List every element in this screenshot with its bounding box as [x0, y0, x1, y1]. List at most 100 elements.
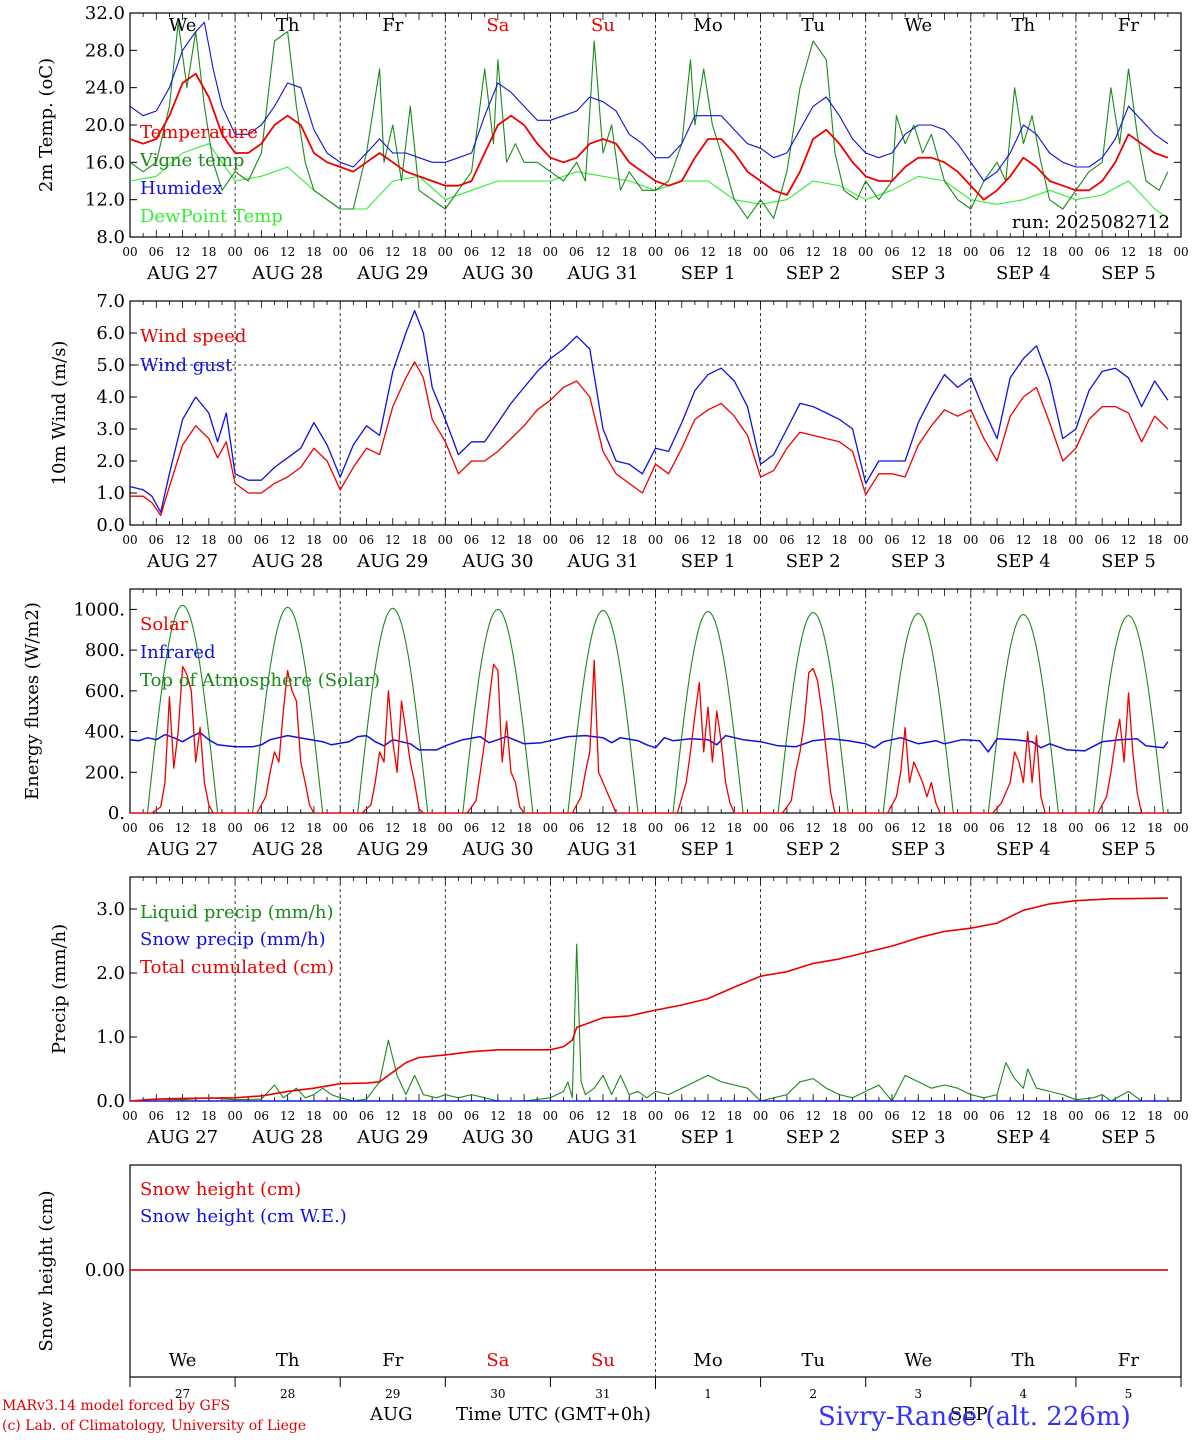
hour-tick-label: 18 [306, 1109, 321, 1123]
hour-tick-label: 18 [937, 533, 952, 547]
day-number-label: 27 [175, 1387, 190, 1401]
weekday-label: Th [276, 15, 300, 36]
hour-tick-label: 18 [727, 245, 742, 259]
date-label: AUG 29 [356, 263, 428, 284]
hour-tick-label: 12 [490, 1109, 505, 1123]
day-number-label: 3 [914, 1387, 922, 1401]
hour-tick-label: 00 [227, 533, 242, 547]
series-top-of-atmosphere-solar [130, 604, 1168, 814]
hour-tick-label: 00 [333, 533, 348, 547]
hour-tick-label: 18 [411, 533, 426, 547]
weekday-label: Su [591, 15, 615, 36]
hour-tick-label: 00 [227, 245, 242, 259]
hour-tick-label: 12 [280, 1109, 295, 1123]
day-number-label: 29 [385, 1387, 400, 1401]
hour-tick-label: 12 [1121, 245, 1136, 259]
y-tick-label: 0.0 [96, 515, 125, 536]
weekday-label: Th [1012, 15, 1036, 36]
date-label: AUG 30 [461, 1127, 533, 1148]
day-number-label: 2 [809, 1387, 817, 1401]
hour-tick-label: 12 [385, 1109, 400, 1123]
hour-tick-label: 12 [1016, 533, 1031, 547]
hour-tick-label: 00 [438, 533, 453, 547]
y-axis-label: 2m Temp. (oC) [36, 58, 57, 192]
y-tick-label: 2.0 [96, 963, 125, 984]
hour-tick-label: 06 [149, 1109, 164, 1123]
hour-tick-label: 18 [201, 533, 216, 547]
legend-wind-speed: Wind speed [140, 326, 246, 347]
weekday-label: We [904, 15, 932, 36]
panel-5: Snow height (cm) 0.00 Snow height (cm) Snow… [36, 1164, 1182, 1401]
hour-tick-label: 06 [674, 1109, 689, 1123]
legend-snow-precip-mm-h-: Snow precip (mm/h) [140, 929, 326, 950]
hour-tick-label: 18 [516, 821, 531, 835]
y-tick-label: 3.0 [96, 899, 125, 920]
hour-tick-label: 06 [674, 821, 689, 835]
hour-tick-label: 00 [1068, 821, 1083, 835]
hour-tick-label: 12 [700, 1109, 715, 1123]
hour-tick-label: 18 [1042, 533, 1057, 547]
hour-tick-label: 12 [700, 533, 715, 547]
panel-3: 00 06 12 18 00 06 12 18 00 06 12 18 00 06 12 18 00 06 12 18… [22, 588, 1189, 860]
hour-tick-label: 18 [1147, 1109, 1162, 1123]
date-label: AUG 31 [566, 551, 638, 572]
hour-tick-label: 18 [1147, 821, 1162, 835]
weekday-label: Mo [693, 15, 722, 36]
hour-tick-label: 12 [806, 245, 821, 259]
y-axis-label: Precip (mm/h) [49, 924, 70, 1054]
hour-tick-label: 06 [1095, 533, 1110, 547]
day-number-label: 4 [1020, 1387, 1028, 1401]
hour-tick-label: 00 [438, 1109, 453, 1123]
legend-total-cumulated-cm-: Total cumulated (cm) [140, 957, 334, 978]
hour-tick-label: 12 [911, 245, 926, 259]
hour-tick-label: 06 [1095, 1109, 1110, 1123]
panel-1: 00 06 12 18 00 06 12 18 00 06 12 18 00 06 12 18 00 06 12 18… [36, 3, 1189, 284]
hour-tick-label: 00 [543, 821, 558, 835]
hour-tick-label: 00 [333, 821, 348, 835]
hour-tick-label: 12 [911, 533, 926, 547]
hour-tick-label: 12 [490, 245, 505, 259]
legend-temperature: Temperature [140, 122, 258, 143]
legend-dewpoint-temp: DewPoint Temp [140, 206, 283, 227]
legend-wind-gust: Wind gust [140, 355, 233, 376]
weekday-label: Fr [382, 1350, 403, 1371]
y-tick-label: 1000. [73, 599, 125, 620]
hour-tick-label: 00 [963, 1109, 978, 1123]
hour-tick-label: 12 [700, 245, 715, 259]
hour-tick-label: 12 [700, 821, 715, 835]
hour-tick-label: 18 [727, 1109, 742, 1123]
y-axis-label: Snow height (cm) [36, 1190, 57, 1351]
hour-tick-label: 18 [937, 1109, 952, 1123]
series-total-cumulated [129, 897, 1168, 1102]
hour-tick-label: 06 [254, 245, 269, 259]
day-number-label: 31 [595, 1387, 610, 1401]
hour-tick-label: 18 [1147, 533, 1162, 547]
series-vigne-temp [129, 21, 1169, 219]
hour-tick-label: 12 [1016, 1109, 1031, 1123]
hour-tick-label: 06 [464, 245, 479, 259]
series-wind-speed [130, 361, 1169, 517]
hour-tick-label: 18 [622, 245, 637, 259]
hour-tick-label: 18 [1042, 1109, 1057, 1123]
hour-tick-label: 06 [569, 245, 584, 259]
y-tick-label: 2.0 [96, 451, 125, 472]
hour-tick-label: 18 [411, 1109, 426, 1123]
hour-tick-label: 00 [1173, 821, 1188, 835]
hour-tick-label: 12 [806, 533, 821, 547]
hour-tick-label: 06 [254, 821, 269, 835]
station-title: Sivry-Rance (alt. 226m) [818, 1402, 1131, 1432]
hour-tick-label: 00 [648, 821, 663, 835]
hour-tick-label: 12 [385, 533, 400, 547]
hour-tick-label: 18 [622, 533, 637, 547]
date-label: SEP 1 [681, 1127, 736, 1148]
hour-tick-label: 18 [622, 1109, 637, 1123]
panel-2: 00 06 12 18 00 06 12 18 00 06 12 18 00 06 12 18 00 06 12 18… [49, 291, 1189, 572]
hour-tick-label: 18 [411, 821, 426, 835]
day-number-label: 28 [280, 1387, 295, 1401]
hour-tick-label: 18 [306, 821, 321, 835]
y-tick-label: 7.0 [96, 291, 125, 312]
legend-liquid-precip-mm-h-: Liquid precip (mm/h) [140, 902, 334, 923]
date-label: AUG 27 [146, 263, 218, 284]
date-label: AUG 28 [251, 551, 323, 572]
hour-tick-label: 12 [806, 1109, 821, 1123]
